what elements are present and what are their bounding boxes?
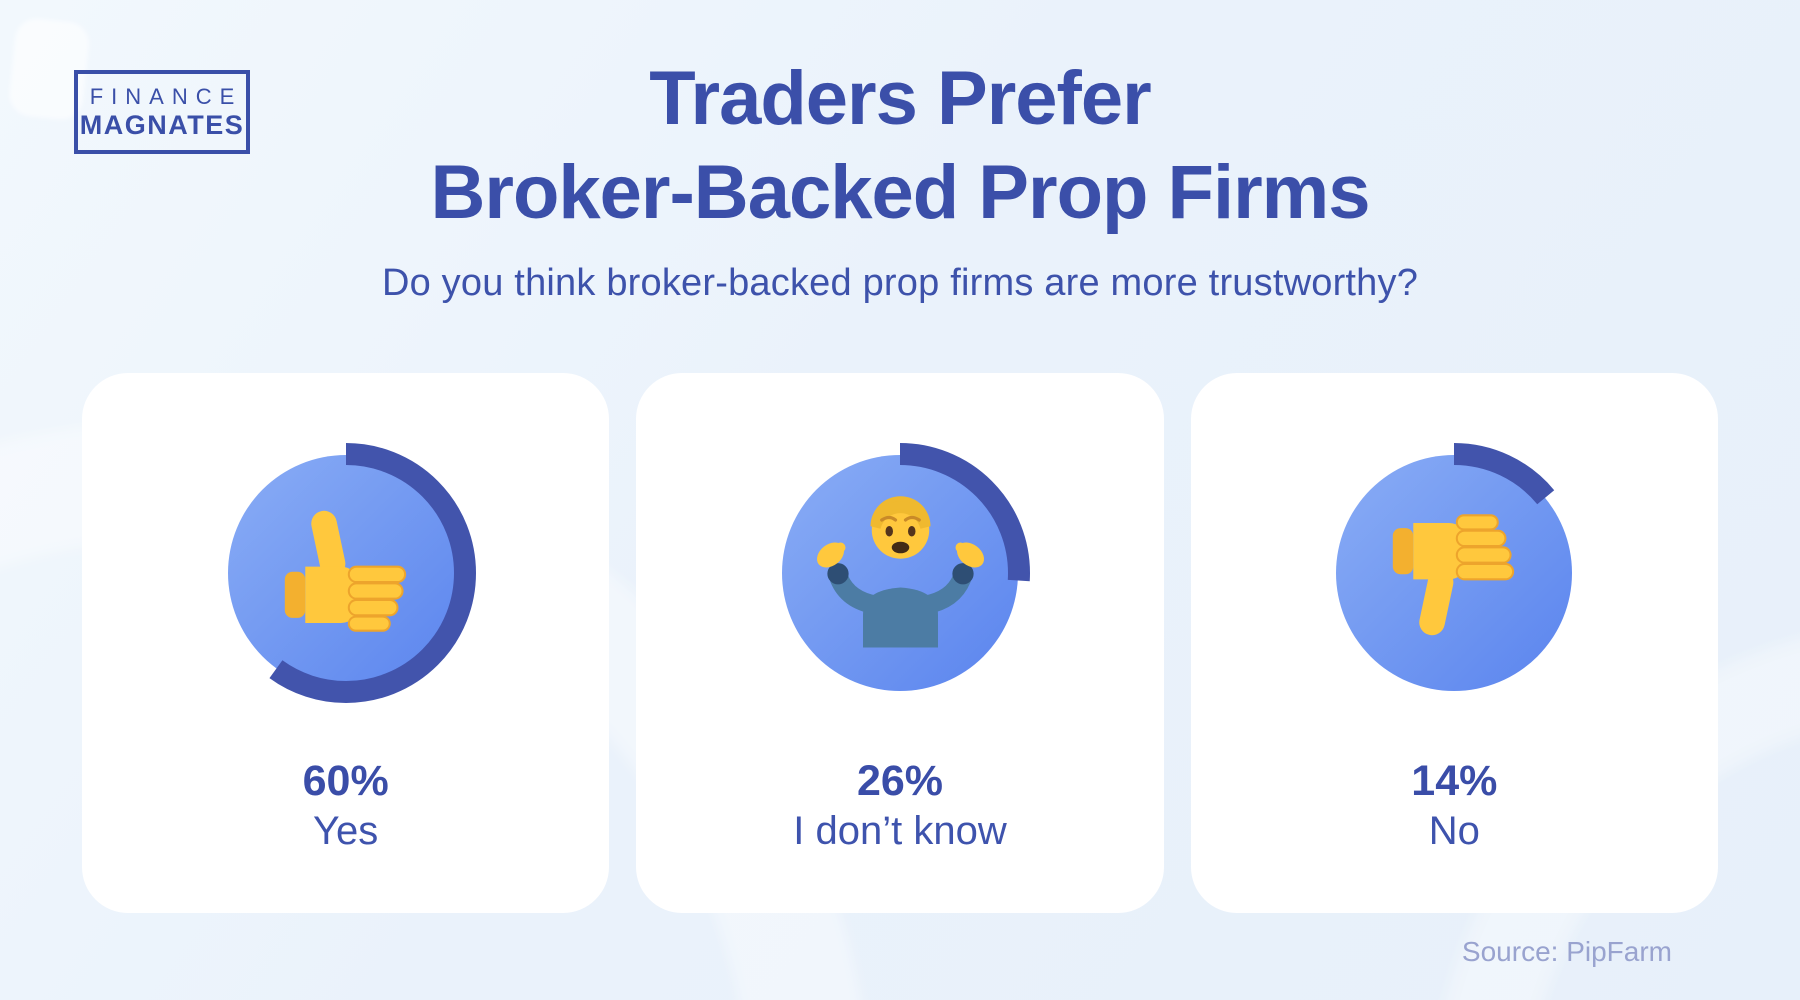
results-row: 60% Yes <box>82 373 1718 913</box>
gauge-progress-ring <box>769 443 1030 703</box>
page-subtitle: Do you think broker-backed prop firms ar… <box>381 262 1419 304</box>
gauge-no <box>1324 443 1585 703</box>
logo-word-magnates: MAGNATES <box>79 110 245 140</box>
result-card-yes: 60% Yes <box>82 373 610 913</box>
source-credit: Source: PipFarm <box>1461 936 1672 967</box>
gauge-progress-ring <box>215 443 476 703</box>
result-card-no: 14% No <box>1190 373 1718 913</box>
gauge-yes <box>215 443 476 703</box>
page-title-line2: Broker-Backed Prop Firms <box>430 150 1371 235</box>
answer-label: No <box>1428 809 1480 853</box>
gauge-circle <box>781 455 1018 691</box>
gauge-progress-ring <box>1324 443 1585 703</box>
answer-label: Yes <box>313 809 379 853</box>
finance-magnates-logo: FINANCE MAGNATES <box>74 70 250 154</box>
page-title: Traders Prefer Broker-Backed Prop Firms <box>0 52 1800 240</box>
page-title-line1: Traders Prefer <box>649 56 1151 141</box>
gauge-dont-know <box>769 443 1030 703</box>
answer-label: I don’t know <box>793 809 1007 853</box>
logo-word-finance: FINANCE <box>89 84 243 109</box>
person-shrugging-emoji-icon <box>816 496 984 648</box>
percent-value: 60% <box>302 757 389 805</box>
result-card-dont-know: 26% I don’t know <box>636 373 1164 913</box>
percent-value: 26% <box>856 757 944 805</box>
percent-value: 14% <box>1411 757 1498 805</box>
header: Traders Prefer Broker-Backed Prop Firms … <box>0 52 1800 305</box>
